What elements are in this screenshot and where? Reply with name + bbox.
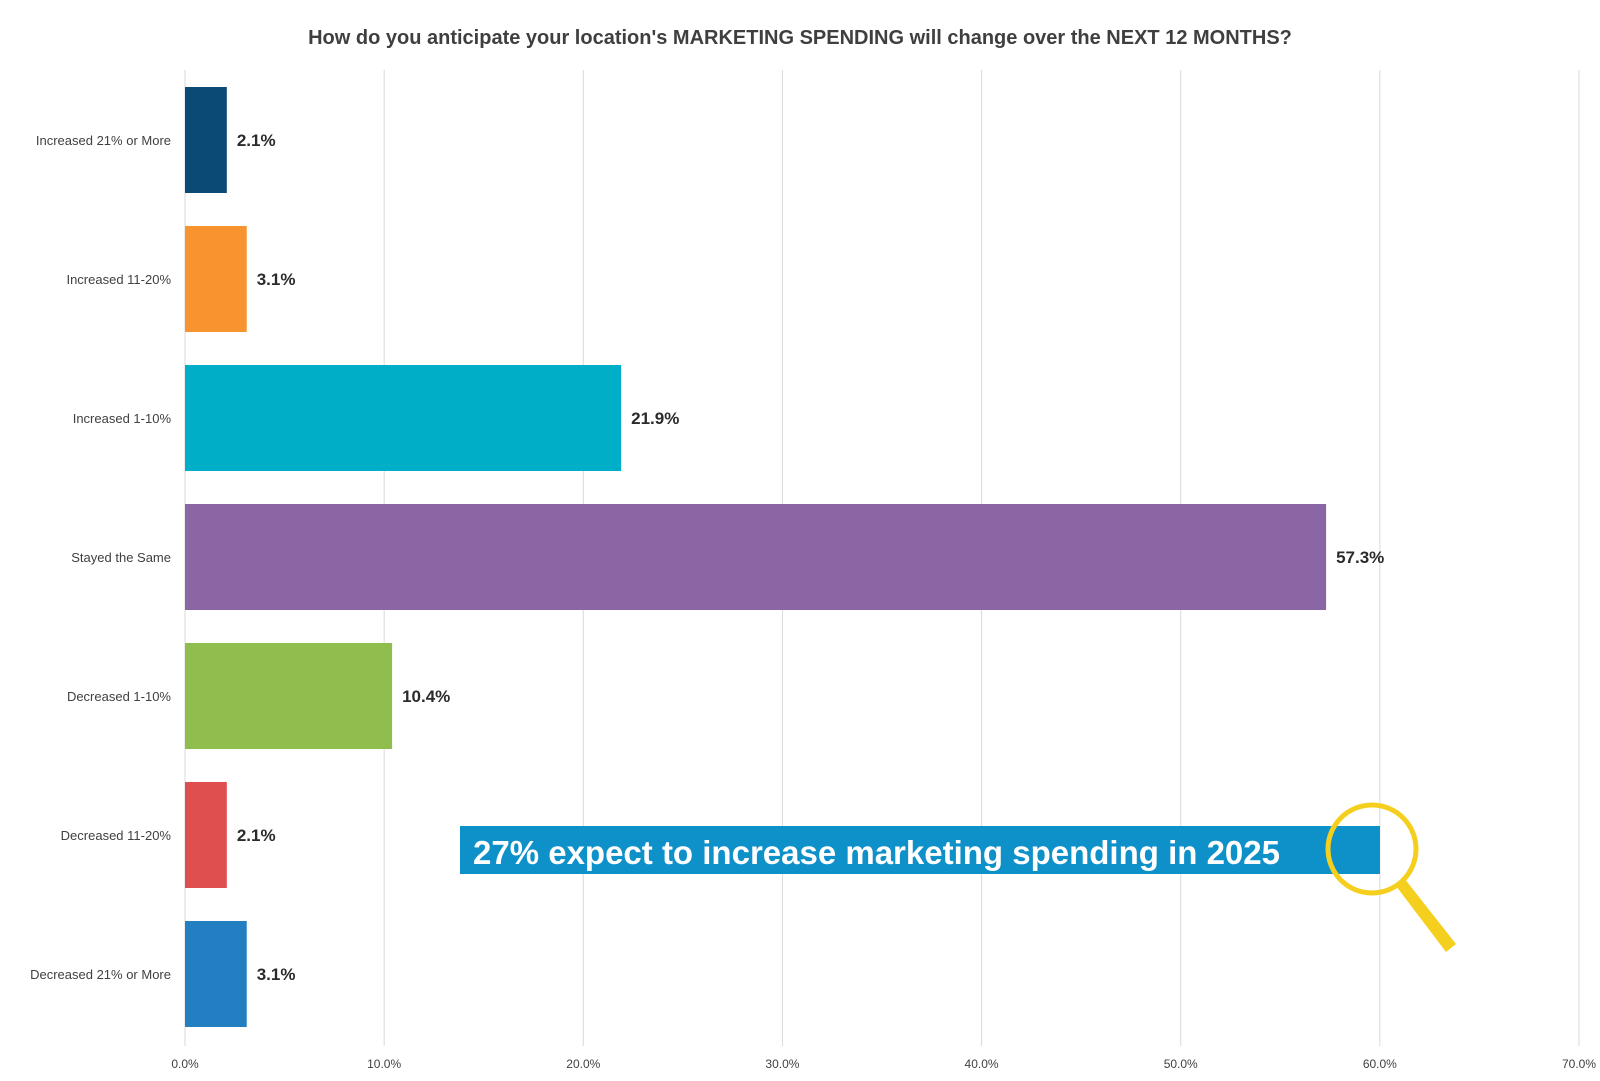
bars bbox=[185, 87, 1327, 1027]
x-tick-label: 30.0% bbox=[765, 1057, 799, 1071]
x-tick-label: 60.0% bbox=[1363, 1057, 1397, 1071]
bar bbox=[185, 365, 622, 471]
bar bbox=[185, 643, 393, 749]
category-labels: Increased 21% or More Increased 11-20% Inc… bbox=[30, 133, 171, 982]
bar bbox=[185, 921, 247, 1027]
category-label: Increased 21% or More bbox=[36, 133, 171, 148]
x-axis-ticks: 0.0% 10.0% 20.0% 30.0% 40.0% 50.0% 60.0% 70.0% bbox=[171, 1057, 1596, 1071]
callout-annotation: 27% expect to increase marketing spendin… bbox=[460, 802, 1456, 952]
data-label: 21.9% bbox=[631, 409, 679, 428]
bar bbox=[185, 226, 247, 332]
bar bbox=[185, 87, 227, 193]
bar bbox=[185, 504, 1327, 610]
category-label: Increased 11-20% bbox=[66, 272, 171, 287]
data-label: 10.4% bbox=[402, 687, 450, 706]
x-tick-label: 20.0% bbox=[566, 1057, 600, 1071]
callout-text: 27% expect to increase marketing spendin… bbox=[473, 834, 1280, 871]
category-label: Stayed the Same bbox=[71, 550, 171, 565]
x-tick-label: 50.0% bbox=[1164, 1057, 1198, 1071]
bar bbox=[185, 782, 227, 888]
x-tick-label: 0.0% bbox=[171, 1057, 199, 1071]
magnifying-glass-icon bbox=[1325, 802, 1456, 952]
x-tick-label: 40.0% bbox=[965, 1057, 999, 1071]
x-tick-label: 10.0% bbox=[367, 1057, 401, 1071]
data-label: 3.1% bbox=[257, 270, 296, 289]
data-label: 57.3% bbox=[1336, 548, 1384, 567]
data-label: 3.1% bbox=[257, 965, 296, 984]
category-label: Decreased 11-20% bbox=[61, 828, 172, 843]
category-label: Increased 1-10% bbox=[73, 411, 172, 426]
x-tick-label: 70.0% bbox=[1562, 1057, 1596, 1071]
category-label: Decreased 1-10% bbox=[67, 689, 171, 704]
callout-box bbox=[460, 826, 1380, 874]
chart-title: How do you anticipate your location's MA… bbox=[308, 27, 1292, 49]
data-label: 2.1% bbox=[237, 826, 276, 845]
category-label: Decreased 21% or More bbox=[30, 967, 171, 982]
data-label: 2.1% bbox=[237, 131, 276, 150]
data-labels: 2.1% 3.1% 21.9% 57.3% 10.4% 2.1% 3.1% bbox=[237, 131, 1384, 984]
